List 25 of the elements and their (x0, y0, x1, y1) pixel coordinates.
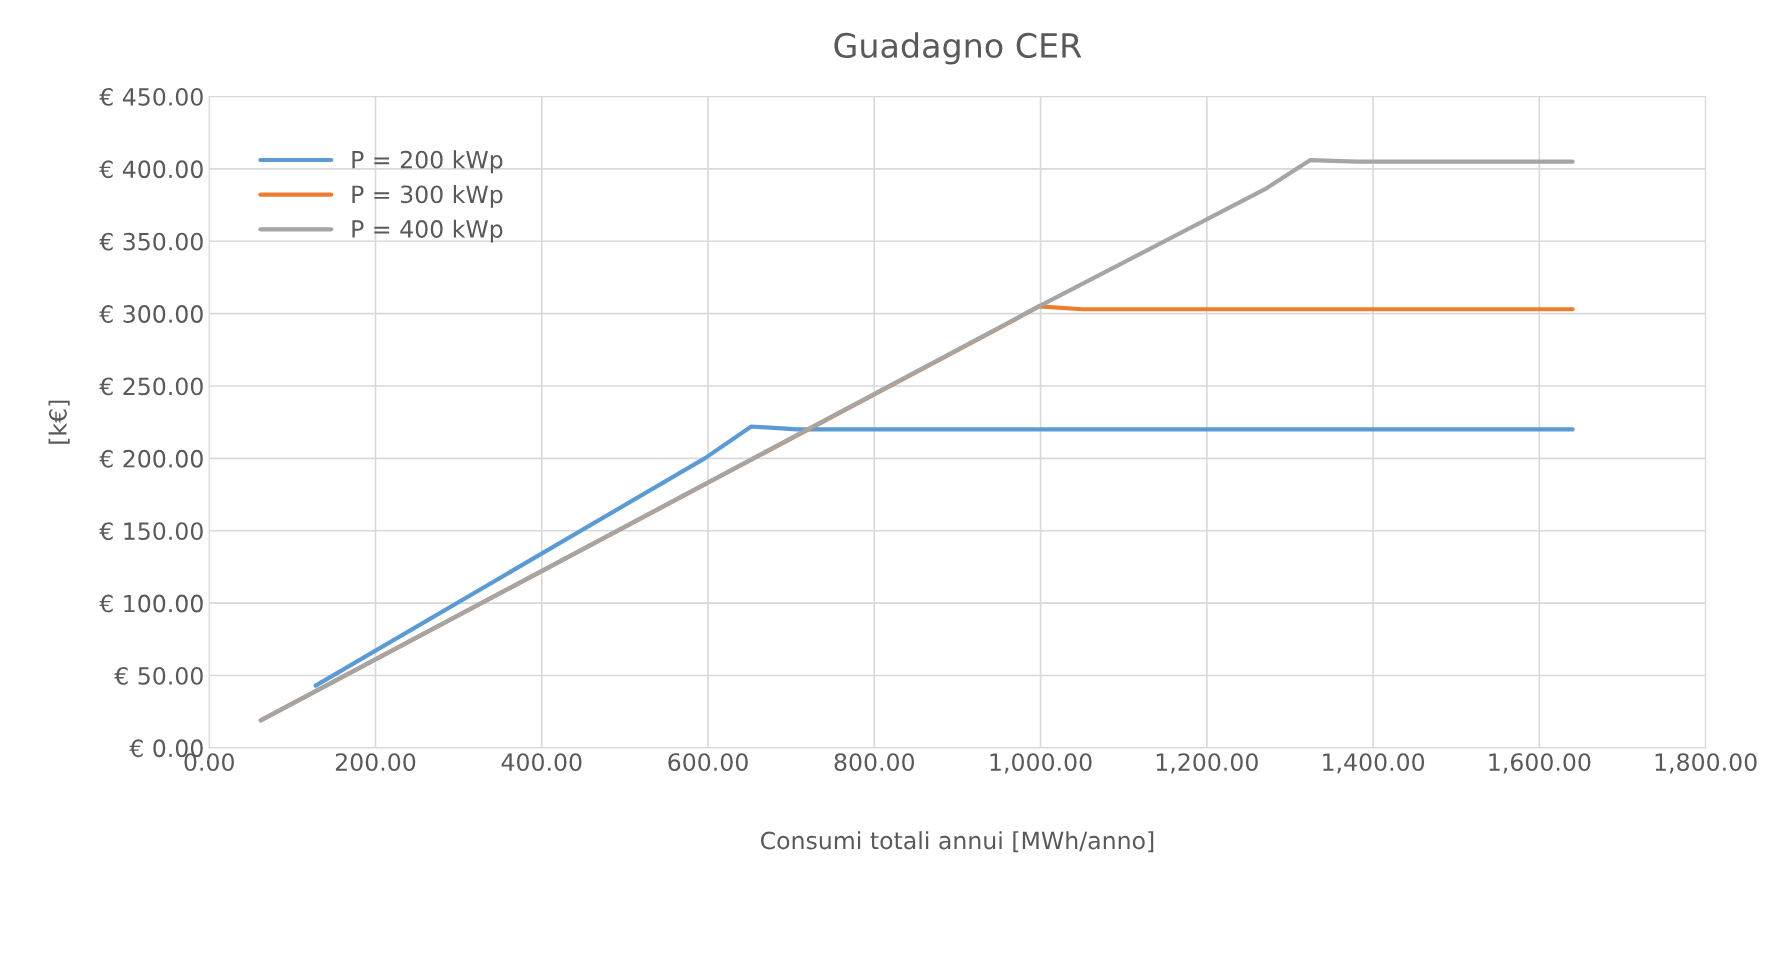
y-tick-label: € 400.00 (99, 160, 203, 179)
x-tick-label: 1,400.00 (1323, 753, 1425, 774)
y-tick-label: € 300.00 (99, 305, 203, 323)
y-tick-label: € 350.00 (99, 232, 203, 251)
legend-label: P = 200 kWp (352, 150, 503, 174)
y-tick-label: € 100.00 (99, 594, 203, 613)
x-tick-label: 1,600.00 (1489, 753, 1591, 774)
x-tick-label: 800.00 (834, 753, 915, 772)
x-tick-label: 1,000.00 (990, 753, 1092, 774)
x-tick-label: 400.00 (501, 753, 582, 772)
chart-title: Guadagno CER (834, 32, 1082, 65)
y-tick-label: € 450.00 (99, 87, 203, 106)
x-tick-label: 1,800.00 (1655, 753, 1757, 774)
y-tick-label: € 150.00 (99, 522, 203, 541)
x-tick-label: 600.00 (668, 753, 748, 772)
y-tick-label: € 200.00 (99, 449, 203, 468)
x-tick-label: 1,200.00 (1156, 753, 1258, 774)
x-tick-label: 200.00 (335, 753, 416, 772)
legend-label: P = 300 kWp (352, 184, 503, 208)
legend-label: P = 400 kWp (352, 219, 503, 243)
y-tick-label: € 50.00 (114, 666, 203, 685)
line-series (313, 424, 1575, 688)
y-tick-label: € 250.00 (99, 377, 203, 396)
y-axis-title: [k€] (48, 400, 70, 444)
x-axis-title: Consumi totali annui [MWh/anno] (760, 831, 1154, 853)
